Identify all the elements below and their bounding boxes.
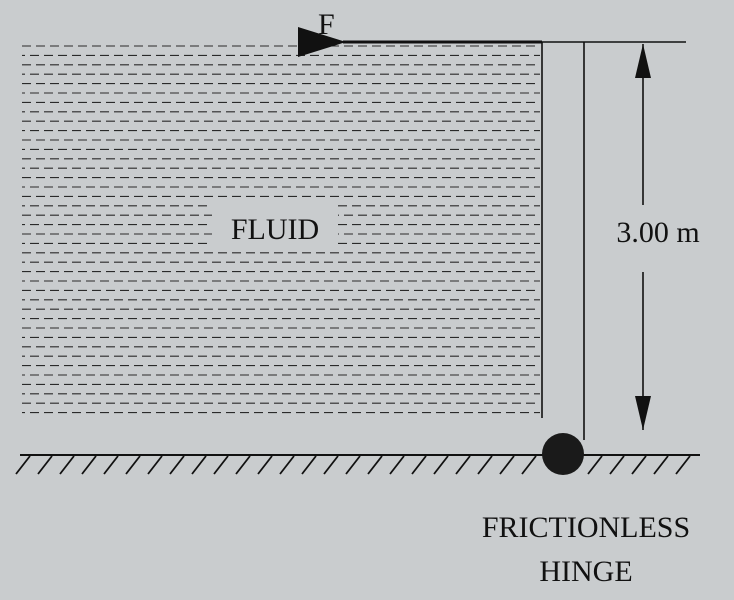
ground-hatch-line — [37, 455, 53, 475]
hinge-label-line2: HINGE — [539, 555, 632, 588]
ground-hatch-line — [279, 455, 295, 475]
ground-hatch-line — [455, 455, 471, 475]
gate — [541, 41, 585, 440]
ground-hatch-line — [191, 455, 207, 475]
ground-hatch-line — [213, 455, 229, 475]
ground-hatch-line — [15, 455, 31, 475]
fluid-label-background — [212, 205, 338, 249]
ground-hatch-line — [323, 455, 339, 475]
ground-hatch-line — [521, 455, 537, 475]
ground-hatch-line — [169, 455, 185, 475]
frictionless-hinge — [542, 433, 584, 475]
ground-hatch-line — [653, 455, 669, 475]
ground-hatch-line — [235, 455, 251, 475]
ground-hatch-line — [125, 455, 141, 475]
ground-hatch-line — [675, 455, 691, 475]
ground-hatch-line — [345, 455, 361, 475]
ground-hatch-line — [59, 455, 75, 475]
ground-hatch-line — [499, 455, 515, 475]
ground-hatch-line — [433, 455, 449, 475]
ground-hatch-line — [477, 455, 493, 475]
ground — [15, 454, 700, 475]
ground-hatch-line — [587, 455, 603, 475]
ground-hatch-line — [81, 455, 97, 475]
ground-hatching — [15, 455, 691, 475]
dimension-arrow-down — [635, 396, 651, 430]
ground-hatch-line — [609, 455, 625, 475]
ground-hatch-line — [257, 455, 273, 475]
dimension-arrow-up — [635, 44, 651, 78]
force-label: F — [318, 8, 335, 41]
height-label: 3.00 m — [616, 216, 699, 249]
ground-hatch-line — [301, 455, 317, 475]
hinge-label-line1: FRICTIONLESS — [482, 511, 690, 544]
height-dimension — [584, 41, 686, 430]
ground-hatch-line — [367, 455, 383, 475]
ground-hatch-line — [411, 455, 427, 475]
ground-hatch-line — [389, 455, 405, 475]
ground-hatch-line — [103, 455, 119, 475]
ground-hatch-line — [631, 455, 647, 475]
fluid-label: FLUID — [231, 213, 319, 246]
ground-hatch-line — [147, 455, 163, 475]
